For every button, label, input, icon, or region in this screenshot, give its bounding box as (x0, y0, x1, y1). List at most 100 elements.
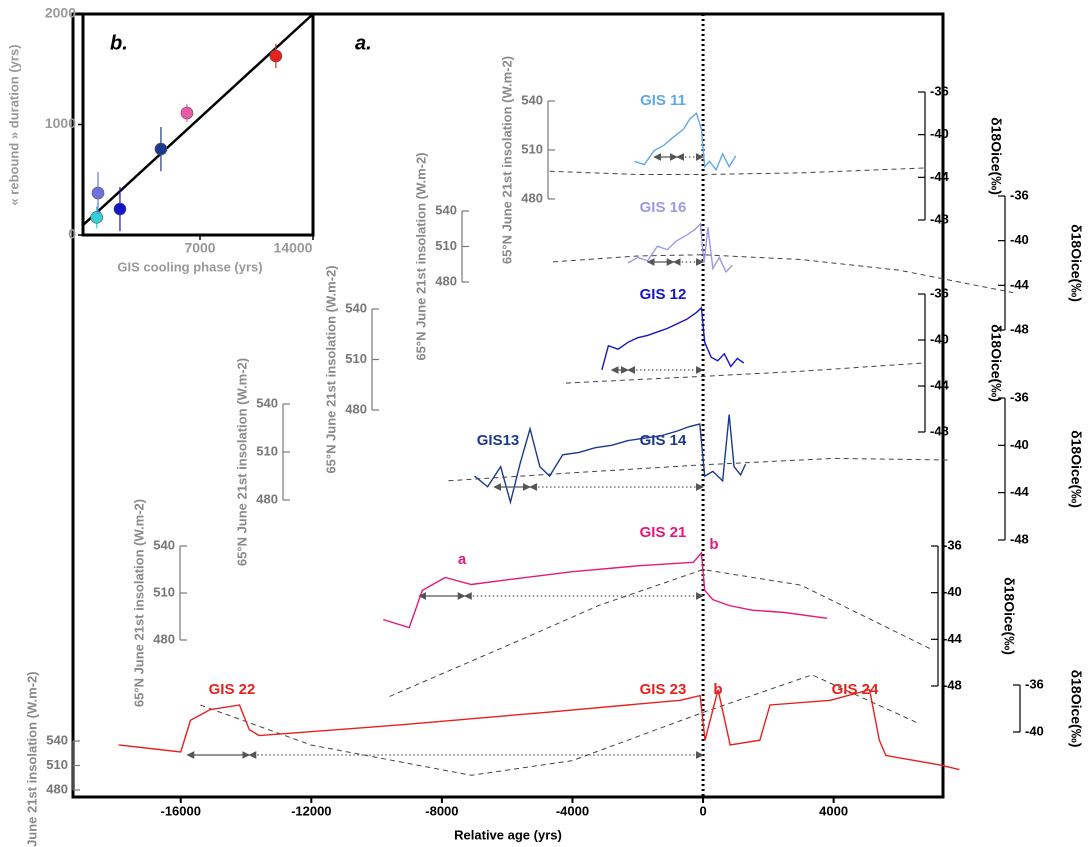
y-tick-label: 0 (68, 226, 76, 242)
insolation-tick-label: 540 (256, 395, 278, 410)
isotope-tick-label: -40 (1010, 437, 1029, 452)
record-label: GIS 21 (640, 524, 687, 541)
insolation-tick-label: 540 (521, 92, 543, 107)
x-tick-label: -16000 (160, 803, 200, 818)
isotope-tick-label: -48 (1010, 531, 1029, 546)
point (90, 211, 104, 224)
record-label: GIS 24 (832, 681, 879, 698)
point (154, 142, 168, 156)
record-label: GIS 12 (640, 286, 687, 303)
isotope-tick-label: -36 (1025, 676, 1044, 691)
isotope-record (627, 222, 733, 274)
isotope-tick-label: -36 (1010, 187, 1029, 202)
insolation-tick-label: 510 (153, 584, 175, 599)
insolation-tick-label: 480 (46, 781, 68, 796)
isotope-tick-label: -48 (930, 211, 949, 226)
isotope-record (382, 551, 828, 629)
record-label: GIS 23 (640, 681, 687, 698)
insolation-tick-label: 480 (435, 273, 457, 288)
x-tick-label: -8000 (425, 803, 458, 818)
isotope-tick-label: -36 (930, 285, 949, 300)
isotope-tick-label: -36 (1010, 389, 1029, 404)
x-tick-label: 7000 (184, 240, 215, 256)
record-label: GIS 11 (640, 92, 686, 109)
insolation-axis-label: 65°N June 21st insolation (W.m-2) (413, 152, 428, 360)
isotope-tick-label: -44 (930, 169, 950, 184)
point (180, 106, 194, 120)
isotope-record (474, 414, 747, 505)
y-axis-label: « rebound » duration (yrs) (6, 44, 21, 205)
insolation-tick-label: 480 (345, 401, 367, 416)
y-tick-label: 2000 (45, 5, 76, 21)
insolation-axis-label: 65°N June 21st insolation (W.m-2) (24, 671, 39, 847)
record-label: GIS13 (477, 432, 520, 449)
isotope-tick-label: -40 (930, 126, 949, 141)
isotope-tick-label: -44 (943, 631, 963, 646)
isotope-tick-label: -44 (1010, 277, 1030, 292)
record-label: b (709, 536, 718, 553)
isotope-axis-label: δ18Oice(‰) (1068, 224, 1084, 302)
fit-line (82, 13, 314, 226)
point (91, 186, 105, 200)
insolation-tick-label: 540 (345, 300, 367, 315)
x-axis-label: Relative age (yrs) (454, 827, 562, 842)
point (269, 49, 283, 63)
isotope-axis-label: δ18Oice(‰) (1001, 577, 1017, 655)
insolation-tick-label: 510 (256, 443, 278, 458)
insolation-tick-label: 540 (46, 732, 68, 747)
insolation-tick-label: 510 (345, 351, 367, 366)
panel-a-title: a. (355, 32, 372, 54)
insolation-axis-label: 65°N June 21st insolation (W.m-2) (499, 56, 514, 264)
x-tick-label: -4000 (556, 803, 589, 818)
isotope-tick-label: -44 (930, 377, 950, 392)
record-label: GIS 22 (209, 681, 256, 698)
x-tick-label: 4000 (819, 803, 848, 818)
insolation-tick-label: 480 (153, 631, 175, 646)
insolation-tick-label: 510 (521, 141, 543, 156)
isotope-axis-label: δ18Oice(‰) (988, 117, 1004, 195)
isotope-record (634, 112, 737, 172)
isotope-tick-label: -44 (1010, 484, 1030, 499)
insolation-tick-label: 480 (256, 491, 278, 506)
isotope-axis-label: δ18Oice(‰) (1068, 430, 1084, 508)
record-label: GIS 14 (640, 432, 687, 449)
x-tick-label: 0 (699, 803, 706, 818)
isotope-tick-label: -48 (930, 423, 949, 438)
point (113, 202, 127, 216)
y-tick-label: 1000 (45, 115, 76, 131)
insolation-axis-label: 65°N June 21st insolation (W.m-2) (234, 358, 249, 566)
isotope-tick-label: -40 (1025, 723, 1044, 738)
insolation-curve (448, 457, 952, 482)
x-tick-label: 14000 (274, 240, 313, 256)
x-axis-label: GIS cooling phase (yrs) (117, 259, 262, 274)
insolation-tick-label: 540 (153, 537, 175, 552)
insolation-axis-label: 65°N June 21st insolation (W.m-2) (323, 265, 338, 473)
isotope-record (118, 688, 960, 771)
insolation-curve (549, 167, 926, 175)
isotope-tick-label: -40 (930, 331, 949, 346)
isotope-tick-label: -48 (1010, 321, 1029, 336)
x-tick-label: -12000 (291, 803, 331, 818)
insolation-curve (565, 362, 926, 384)
isotope-tick-label: -36 (930, 83, 949, 98)
insolation-tick-label: 540 (435, 202, 457, 217)
insolation-axis-label: 65°N June 21st insolation (W.m-2) (131, 499, 146, 707)
record-label: b (713, 681, 722, 698)
record-label: GIS 16 (640, 199, 687, 216)
isotope-axis-label: δ18Oice(‰) (1068, 670, 1084, 748)
insolation-curve (200, 674, 919, 776)
isotope-tick-label: -40 (943, 584, 962, 599)
isotope-tick-label: -40 (1010, 232, 1029, 247)
isotope-tick-label: -36 (943, 537, 962, 552)
insolation-tick-label: 480 (521, 190, 543, 205)
insolation-tick-label: 510 (46, 757, 68, 772)
record-label: a (458, 551, 467, 568)
insolation-curve (552, 254, 1014, 294)
frame (71, 12, 945, 799)
panel-b-title: b. (110, 32, 128, 54)
insolation-tick-label: 510 (435, 238, 457, 253)
isotope-axis-label: δ18Oice(‰) (988, 324, 1004, 402)
isotope-record (601, 306, 745, 371)
insolation-curve (389, 568, 932, 697)
